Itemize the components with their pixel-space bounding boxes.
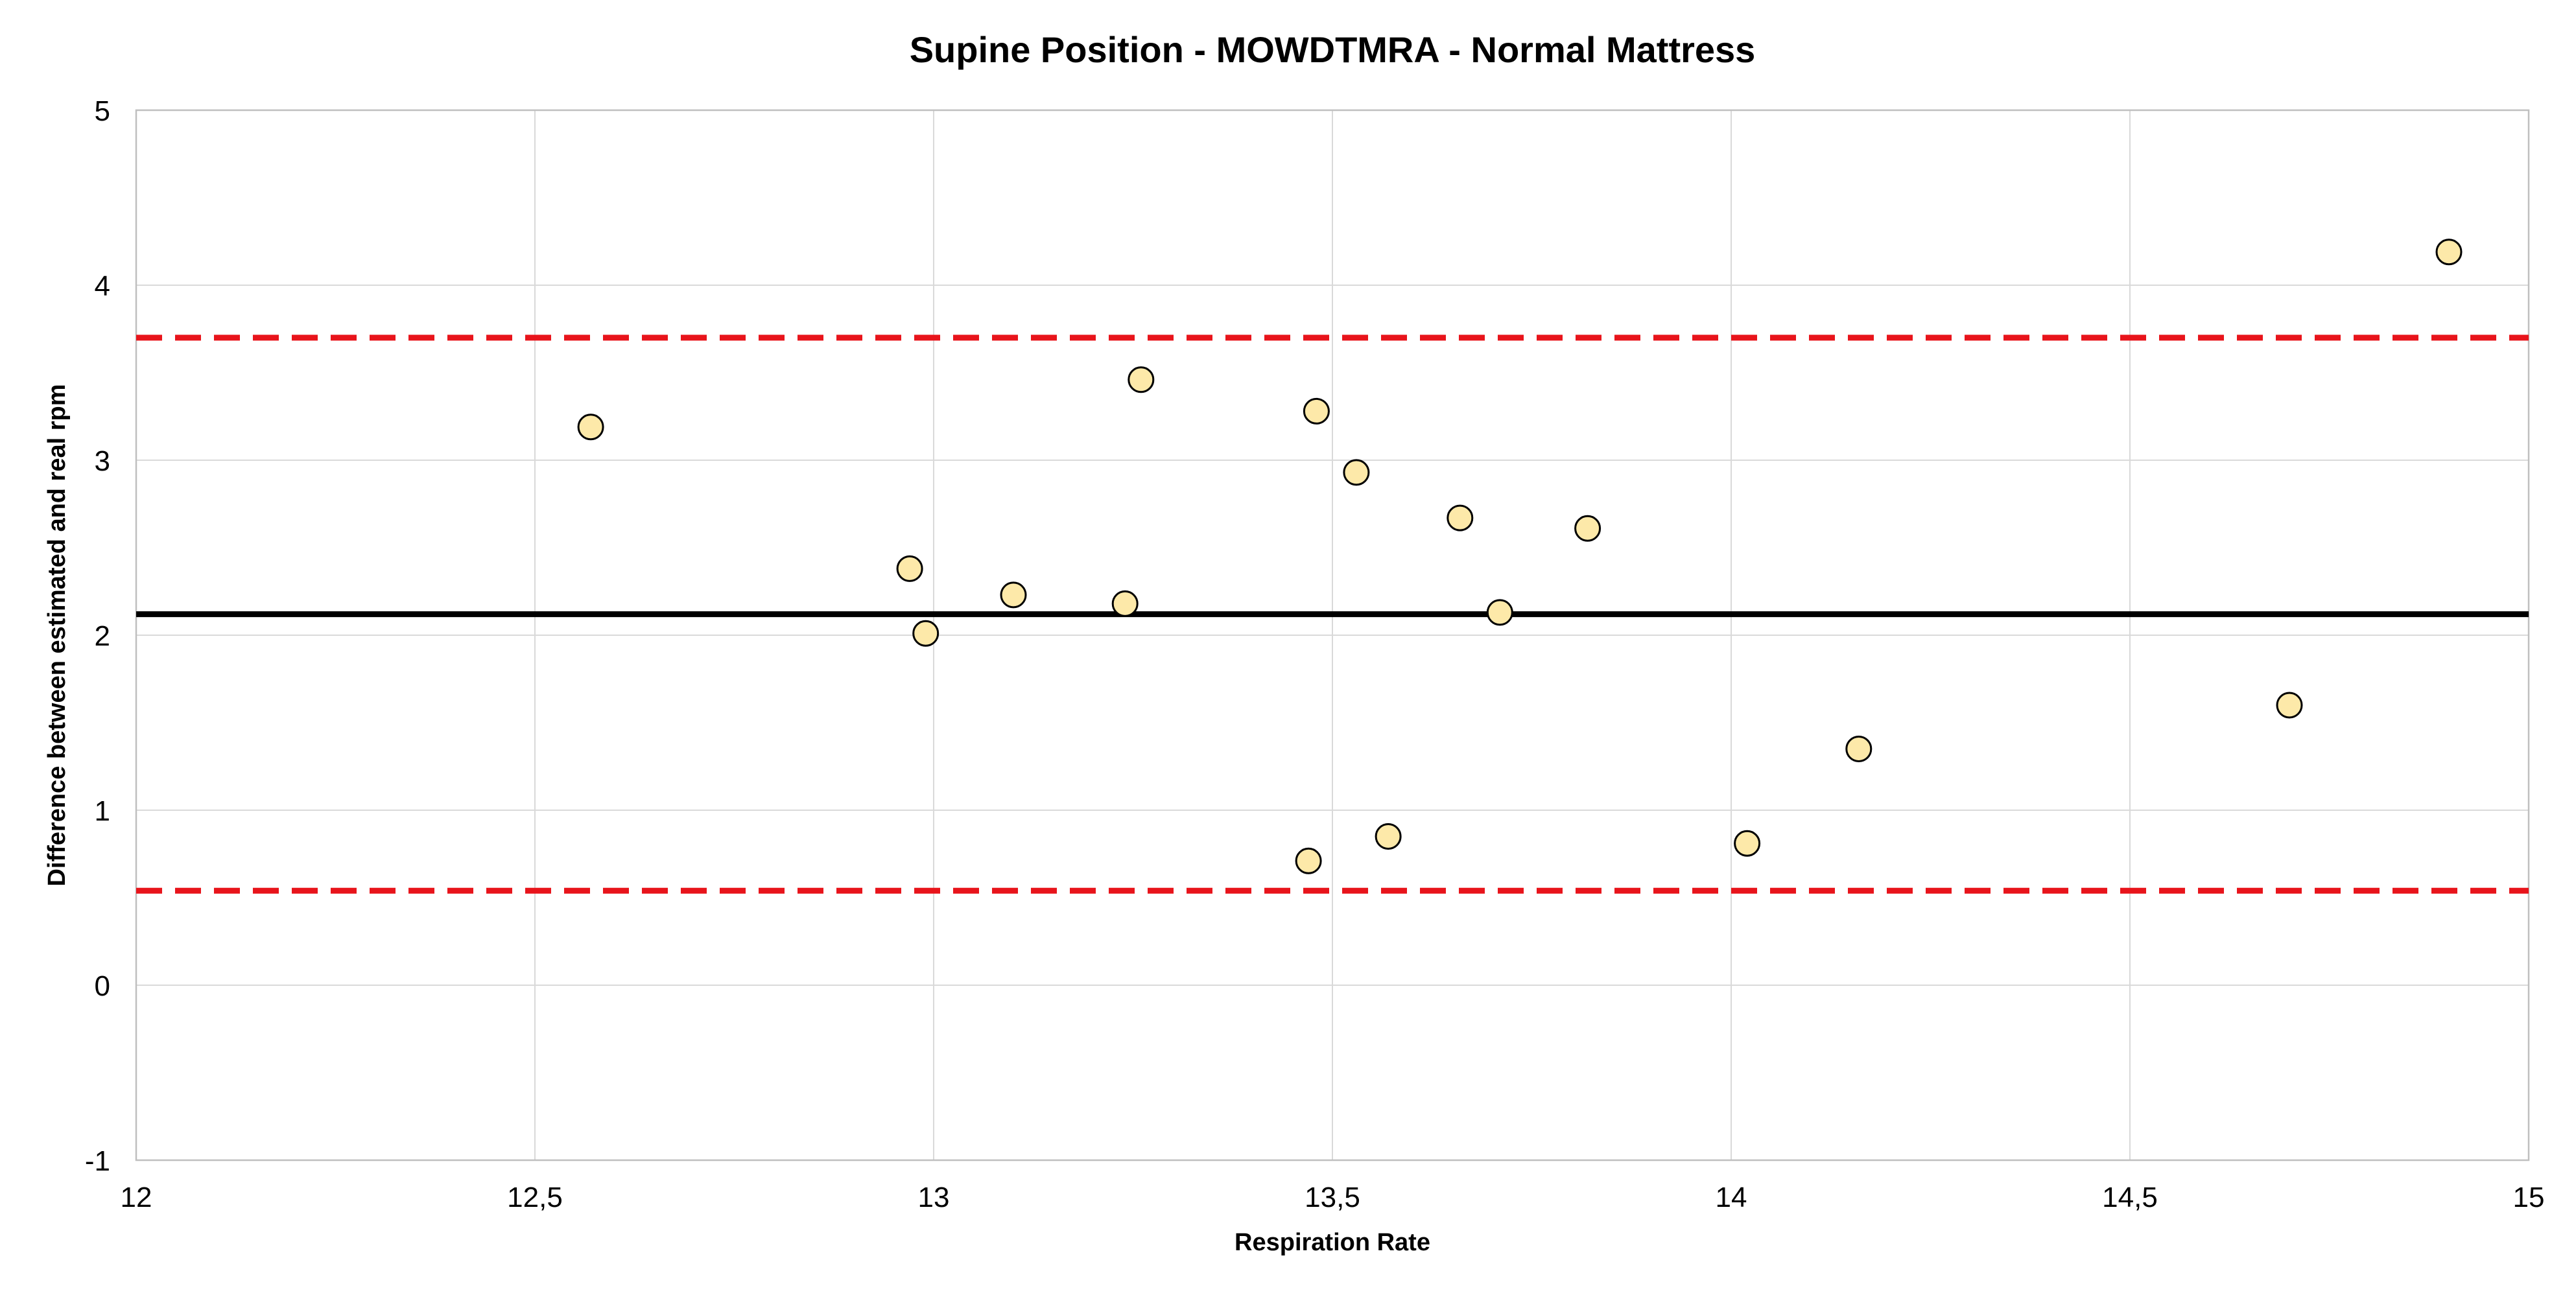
data-point (2276, 692, 2303, 719)
x-tick-label: 12,5 (507, 1182, 563, 1213)
y-tick-label: -1 (85, 1145, 110, 1177)
data-point (1128, 366, 1155, 393)
y-tick-label: 2 (95, 620, 110, 652)
reference-lines (136, 334, 2529, 894)
grid-lines (136, 110, 2529, 1161)
data-point (1845, 736, 1873, 762)
x-tick-label: 13 (918, 1182, 950, 1213)
data-point (1734, 830, 1761, 857)
data-point (1111, 590, 1139, 617)
data-point (1375, 823, 1402, 850)
data-point (1343, 459, 1370, 486)
y-axis-label: Difference between estimated and real rp… (43, 384, 71, 886)
x-tick-label: 15 (2513, 1182, 2545, 1213)
data-points (577, 239, 2463, 874)
plot-area-frame (135, 109, 2530, 1161)
x-axis-label: Respiration Rate (1235, 1229, 1430, 1256)
x-tick-label: 14 (1716, 1182, 1747, 1213)
y-tick-label: 3 (95, 445, 110, 477)
y-tick-label: 4 (95, 270, 110, 302)
x-tick-label: 13,5 (1305, 1182, 1360, 1213)
chart-title: Supine Position - MOWDTMRA - Normal Matt… (910, 29, 1756, 70)
x-tick-labels: 12 12,5 13 13,5 14 14,5 15 (121, 1182, 2545, 1213)
data-point (577, 414, 604, 441)
y-tick-label: 1 (95, 795, 110, 827)
y-tick-label: 0 (95, 970, 110, 1002)
data-point (1574, 515, 1601, 542)
data-point (1303, 397, 1330, 425)
x-tick-label: 12 (121, 1182, 152, 1213)
data-point (1447, 504, 1474, 531)
data-point (896, 555, 923, 582)
data-point (1295, 847, 1322, 874)
y-tick-labels: -1 0 1 2 3 4 5 (85, 95, 110, 1177)
data-point (2435, 239, 2463, 266)
x-tick-label: 14,5 (2102, 1182, 2158, 1213)
y-tick-label: 5 (95, 95, 110, 127)
data-point (1000, 581, 1027, 609)
data-point (1486, 599, 1513, 626)
data-point (912, 620, 939, 647)
